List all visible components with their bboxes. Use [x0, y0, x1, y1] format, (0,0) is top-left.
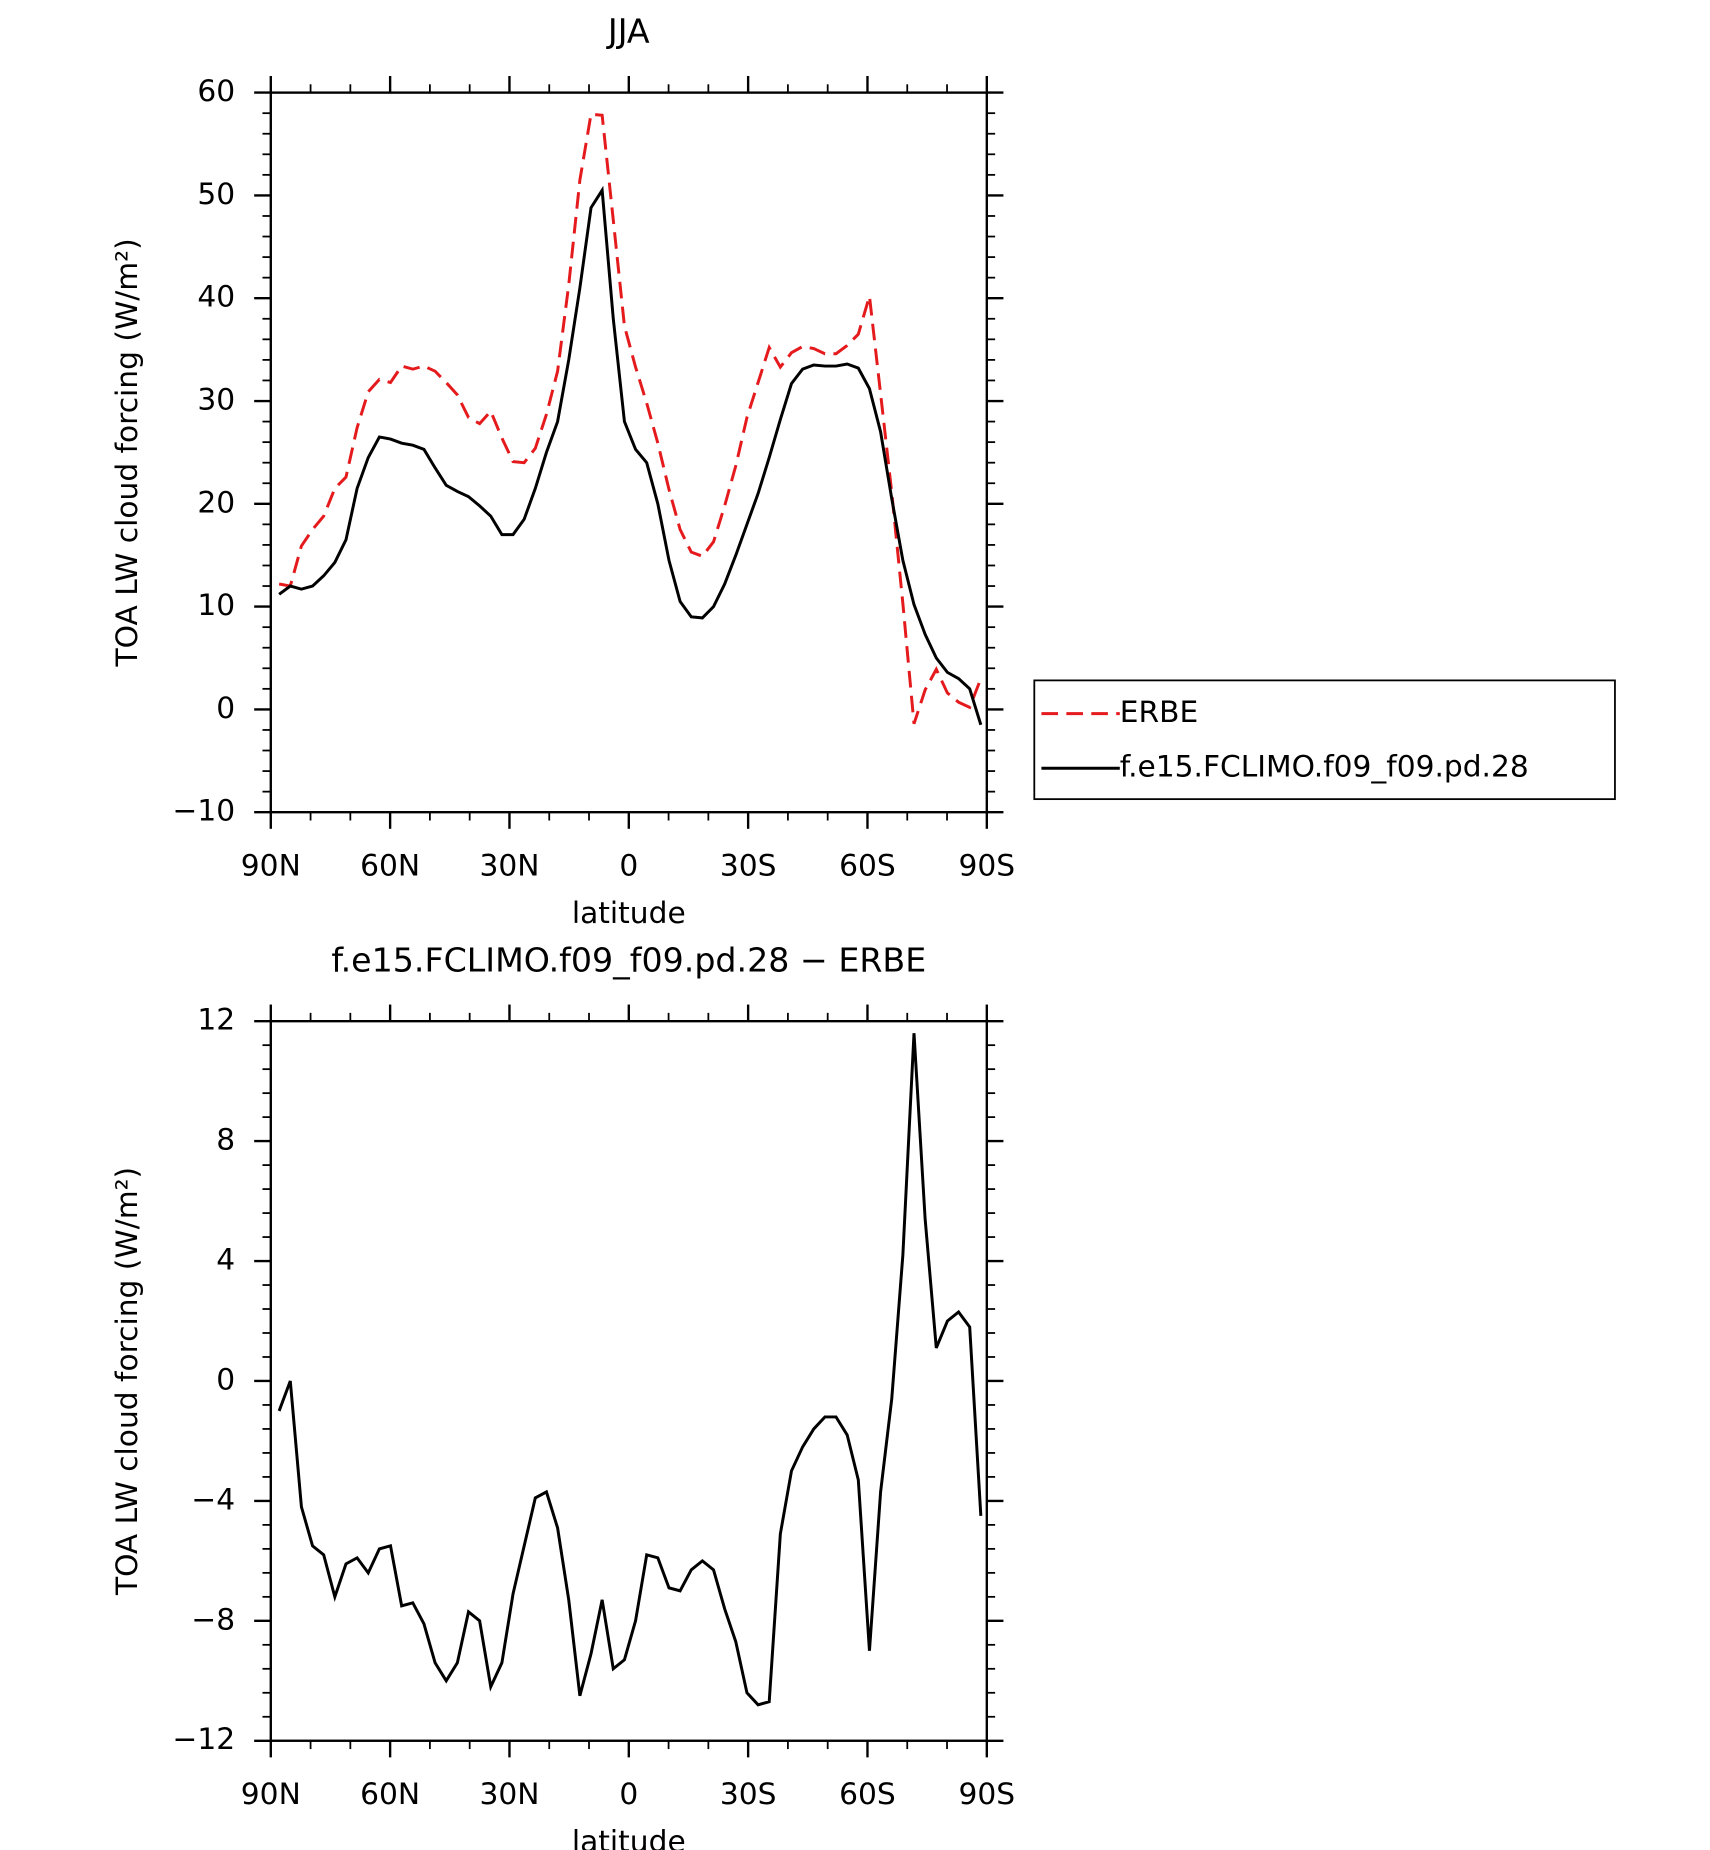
y-tick-label: 60 — [197, 73, 235, 108]
x-axis-label: latitude — [572, 1823, 686, 1850]
y-tick-label: 0 — [216, 1361, 235, 1396]
y-tick-label: 12 — [197, 1002, 235, 1037]
x-tick-label: 60N — [360, 847, 420, 882]
x-tick-label: 30S — [720, 1776, 777, 1811]
y-tick-label: −8 — [191, 1601, 235, 1636]
y-tick-label: 4 — [216, 1242, 235, 1277]
x-tick-label: 60S — [839, 847, 896, 882]
legend-label: f.e15.FCLIMO.f09_f09.pd.28 — [1120, 749, 1529, 784]
legend-box — [1033, 679, 1616, 801]
chart-title: JJA — [606, 12, 650, 51]
x-tick-label: 90S — [959, 847, 1016, 882]
x-tick-label: 90S — [959, 1776, 1016, 1811]
series-line — [278, 185, 983, 726]
plot-frame — [269, 91, 988, 814]
x-axis-label: latitude — [572, 895, 686, 930]
x-tick-label: 0 — [619, 847, 638, 882]
y-tick-label: −4 — [191, 1481, 235, 1516]
y-tick-label: −10 — [173, 793, 236, 828]
series-line — [277, 1033, 983, 1707]
y-tick-label: 20 — [197, 484, 235, 519]
y-tick-label: −12 — [173, 1721, 236, 1756]
y-tick-label: 0 — [216, 690, 235, 725]
y-tick-label: 10 — [197, 587, 235, 622]
x-tick-label: 0 — [619, 1776, 638, 1811]
y-axis-label: TOA LW cloud forcing (W/m²) — [109, 1167, 144, 1596]
x-tick-label: 90N — [241, 847, 301, 882]
legend-label: ERBE — [1120, 694, 1198, 729]
x-tick-label: 30S — [720, 847, 777, 882]
y-axis-label: TOA LW cloud forcing (W/m²) — [109, 238, 144, 667]
series-line — [278, 112, 983, 725]
y-tick-label: 8 — [216, 1122, 235, 1157]
y-tick-label: 40 — [197, 279, 235, 314]
y-tick-label: 30 — [197, 382, 235, 417]
x-tick-label: 60S — [839, 1776, 896, 1811]
x-tick-label: 60N — [360, 1776, 420, 1811]
x-tick-label: 30N — [479, 1776, 539, 1811]
y-tick-label: 50 — [197, 176, 235, 211]
chart-title: f.e15.FCLIMO.f09_f09.pd.28 − ERBE — [331, 940, 926, 979]
x-tick-label: 90N — [241, 1776, 301, 1811]
x-tick-label: 30N — [479, 847, 539, 882]
plot-frame — [269, 1019, 988, 1742]
